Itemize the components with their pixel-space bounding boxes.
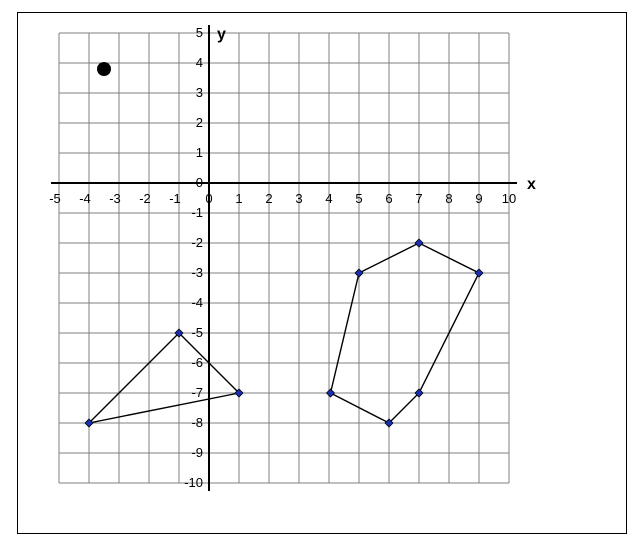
y-tick-label: 1	[196, 145, 203, 160]
y-tick-label: -5	[191, 325, 203, 340]
x-tick-label: 1	[235, 191, 242, 206]
y-tick-label: -8	[191, 415, 203, 430]
y-tick-label: -2	[191, 235, 203, 250]
x-tick-label: -4	[79, 191, 91, 206]
x-tick-label: -1	[169, 191, 181, 206]
chart-container: -5-4-3-2-1012345678910-10-9-8-7-6-5-4-3-…	[0, 0, 641, 544]
x-tick-label: 10	[502, 191, 516, 206]
x-axis-label: x	[527, 176, 536, 193]
triangle-shape	[89, 333, 239, 423]
x-tick-label: 7	[415, 191, 422, 206]
x-tick-label: 8	[445, 191, 452, 206]
y-tick-label: -10	[184, 475, 203, 490]
x-tick-label: 4	[325, 191, 332, 206]
y-tick-label: 5	[196, 25, 203, 40]
y-tick-label: -7	[191, 385, 203, 400]
x-tick-label: 9	[475, 191, 482, 206]
y-tick-label: -3	[191, 265, 203, 280]
vertex-marker	[475, 269, 483, 277]
x-tick-label: -5	[49, 191, 61, 206]
y-tick-label: 2	[196, 115, 203, 130]
x-tick-label: 6	[385, 191, 392, 206]
y-tick-label: 4	[196, 55, 203, 70]
y-tick-label: 0	[196, 175, 203, 190]
x-tick-label: 3	[295, 191, 302, 206]
vertex-marker	[355, 269, 363, 277]
y-tick-label: -6	[191, 355, 203, 370]
vertex-marker	[327, 389, 335, 397]
y-tick-label: -4	[191, 295, 203, 310]
data-point	[97, 62, 111, 76]
y-tick-label: -9	[191, 445, 203, 460]
y-tick-label: 3	[196, 85, 203, 100]
vertex-marker	[415, 239, 423, 247]
x-tick-label: -3	[109, 191, 121, 206]
x-tick-label: 5	[355, 191, 362, 206]
x-tick-label: 2	[265, 191, 272, 206]
x-tick-label: -2	[139, 191, 151, 206]
y-axis-label: y	[217, 26, 226, 43]
coordinate-plot: -5-4-3-2-1012345678910-10-9-8-7-6-5-4-3-…	[0, 0, 641, 544]
y-tick-label: -1	[191, 205, 203, 220]
x-tick-label: 0	[205, 191, 212, 206]
